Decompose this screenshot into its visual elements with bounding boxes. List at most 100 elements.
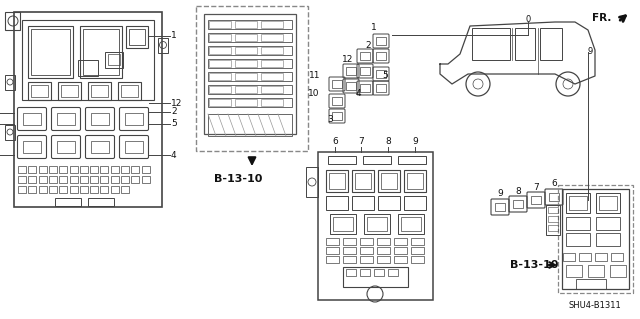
Bar <box>208 72 292 81</box>
Bar <box>80 186 88 193</box>
Bar <box>49 166 57 173</box>
Text: 12: 12 <box>171 99 182 108</box>
Bar <box>330 214 356 234</box>
Bar <box>209 34 231 41</box>
Bar <box>363 156 391 164</box>
Text: 8: 8 <box>385 137 391 146</box>
Bar <box>569 196 587 210</box>
Bar <box>261 60 283 67</box>
Bar <box>57 113 75 125</box>
Text: 3: 3 <box>327 115 333 124</box>
Bar <box>235 21 257 28</box>
Bar <box>49 186 57 193</box>
Bar <box>388 269 398 276</box>
Bar <box>18 166 26 173</box>
Text: SHU4-B1311: SHU4-B1311 <box>568 300 621 309</box>
Bar <box>38 166 47 173</box>
Bar <box>394 238 407 245</box>
Text: 9: 9 <box>588 48 593 56</box>
Bar <box>588 265 604 277</box>
Bar <box>28 82 51 100</box>
Bar <box>111 166 118 173</box>
Bar <box>83 29 119 75</box>
Bar <box>100 176 108 183</box>
Bar <box>196 6 308 151</box>
Bar <box>23 113 41 125</box>
Bar <box>548 207 558 213</box>
Bar <box>60 176 67 183</box>
Bar <box>596 193 620 213</box>
Bar <box>121 186 129 193</box>
Bar <box>100 186 108 193</box>
Text: 4: 4 <box>355 90 361 99</box>
Bar <box>261 47 283 54</box>
Bar <box>28 186 36 193</box>
Text: 4: 4 <box>171 151 177 160</box>
Bar <box>118 82 141 100</box>
Bar <box>126 26 148 48</box>
Bar <box>377 238 390 245</box>
Bar <box>209 60 231 67</box>
Bar <box>404 196 426 210</box>
Bar <box>360 269 370 276</box>
Bar <box>78 60 98 76</box>
Bar <box>91 141 109 153</box>
Bar <box>558 185 633 293</box>
Bar <box>80 166 88 173</box>
Bar <box>566 193 590 213</box>
Bar <box>141 176 150 183</box>
Text: 6: 6 <box>332 137 338 146</box>
Text: 6: 6 <box>551 180 557 189</box>
Bar <box>28 166 36 173</box>
Bar <box>129 29 145 45</box>
Bar <box>235 60 257 67</box>
Bar <box>5 125 15 140</box>
Bar <box>90 176 98 183</box>
Text: 2: 2 <box>171 108 177 116</box>
Bar <box>125 113 143 125</box>
Bar <box>332 112 342 120</box>
Text: 2: 2 <box>365 41 371 49</box>
Bar <box>352 170 374 192</box>
Bar <box>306 167 318 197</box>
Bar <box>121 176 129 183</box>
Bar <box>343 256 356 263</box>
Text: B-13-10: B-13-10 <box>214 174 262 184</box>
Bar <box>131 176 140 183</box>
Bar <box>394 256 407 263</box>
Bar <box>14 12 162 207</box>
Bar <box>576 279 606 289</box>
Bar <box>88 198 114 206</box>
Text: 10: 10 <box>308 88 320 98</box>
Bar <box>235 86 257 93</box>
Bar <box>58 82 81 100</box>
Text: 5: 5 <box>171 120 177 129</box>
Bar <box>261 99 283 106</box>
Bar <box>208 46 292 55</box>
Bar <box>235 34 257 41</box>
Bar <box>326 256 339 263</box>
Bar <box>208 33 292 42</box>
Bar <box>326 170 348 192</box>
Bar <box>235 73 257 80</box>
Text: FR.: FR. <box>592 13 611 23</box>
Bar <box>343 267 408 287</box>
Bar <box>398 156 426 164</box>
Bar <box>60 186 67 193</box>
Text: 12: 12 <box>342 56 354 64</box>
Bar <box>38 176 47 183</box>
Bar <box>343 238 356 245</box>
Bar <box>343 247 356 254</box>
Bar <box>31 29 70 75</box>
Bar <box>549 193 559 201</box>
Bar <box>70 176 77 183</box>
Bar <box>100 166 108 173</box>
Bar <box>22 20 154 100</box>
Bar <box>111 176 118 183</box>
Bar <box>566 233 590 246</box>
Bar <box>364 214 390 234</box>
Text: 1: 1 <box>371 24 377 33</box>
Bar <box>209 73 231 80</box>
Bar <box>57 141 75 153</box>
Bar <box>70 166 77 173</box>
